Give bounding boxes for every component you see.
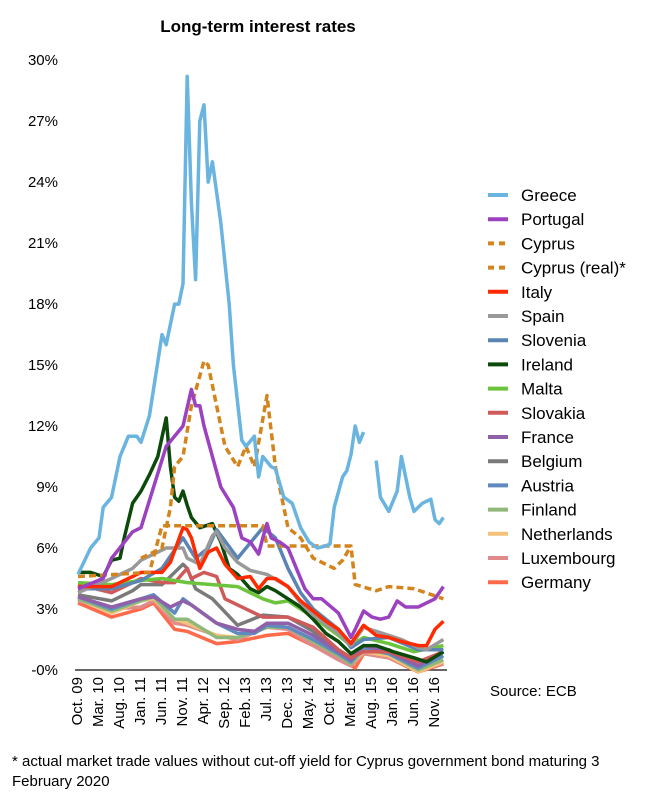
x-tick-label: Jan. 16	[384, 677, 401, 726]
x-tick-label: Aug. 10	[111, 677, 128, 729]
legend-label: Netherlands	[521, 525, 613, 544]
legend-label: Malta	[521, 380, 563, 399]
y-tick-label: 3%	[36, 601, 58, 618]
chart-title: Long-term interest rates	[160, 17, 356, 36]
legend-label: Portugal	[521, 210, 584, 229]
x-tick-label: Jan. 11	[132, 677, 149, 725]
x-tick-label: Oct. 09	[69, 677, 86, 725]
source-label: Source: ECB	[490, 683, 577, 700]
y-tick-label: 15%	[28, 357, 58, 374]
y-tick-label: 18%	[28, 296, 58, 313]
series-line-cyprus	[77, 523, 444, 601]
legend-label: Greece	[521, 186, 577, 205]
x-axis: Oct. 09 Mar. 10 Aug. 10 Jan. 11 Jun. 11 Nov. …	[69, 669, 447, 729]
y-tick-label: 12%	[28, 418, 58, 435]
x-tick-label: Oct. 14	[321, 677, 338, 725]
y-tick-label: -0%	[31, 662, 58, 679]
x-tick-label: Mar. 10	[90, 677, 107, 727]
legend-label: Ireland	[521, 355, 573, 374]
legend-label: Slovakia	[521, 404, 586, 423]
x-tick-label: Aug. 15	[363, 677, 380, 729]
legend-label: Austria	[521, 476, 574, 495]
legend: Greece Portugal Cyprus Cyprus (real)* Italy S…	[488, 186, 626, 592]
legend-label: Italy	[521, 283, 553, 302]
x-tick-label: Sep. 12	[216, 677, 233, 729]
footnote: * actual market trade values without cut…	[12, 753, 600, 790]
x-tick-label: Nov. 16	[426, 677, 443, 728]
series-line-portugal	[77, 387, 445, 640]
series-line-italy	[78, 525, 445, 648]
x-tick-label: Apr. 12	[195, 677, 212, 725]
series-line-greece	[76, 74, 445, 576]
legend-label: Slovenia	[521, 331, 587, 350]
x-tick-label: Feb. 13	[237, 677, 254, 728]
y-tick-label: 30%	[28, 52, 58, 69]
legend-label: Belgium	[521, 452, 582, 471]
legend-label: Spain	[521, 307, 564, 326]
series-lines	[76, 74, 445, 674]
x-tick-label: Jul. 13	[258, 677, 275, 721]
y-tick-label: 24%	[28, 174, 58, 191]
legend-label: Finland	[521, 501, 577, 520]
legend-label: Luxembourg	[521, 549, 616, 568]
x-tick-label: Nov. 11	[174, 677, 191, 726]
x-tick-label: Jun. 11	[153, 677, 170, 725]
y-tick-label: 9%	[36, 479, 58, 496]
y-axis: -0% 3% 6% 9% 12% 15% 18% 21% 24% 27% 30%	[28, 52, 58, 679]
legend-label: Cyprus	[521, 234, 575, 253]
legend-label: France	[521, 428, 574, 447]
y-tick-label: 6%	[36, 540, 58, 557]
y-tick-label: 21%	[28, 235, 58, 252]
legend-label: Cyprus (real)*	[521, 259, 626, 278]
series-line-cyprus-real	[140, 359, 353, 571]
series-line-spain	[77, 530, 445, 652]
series-line-slovakia	[77, 566, 445, 664]
x-tick-label: May. 14	[300, 677, 317, 729]
y-tick-label: 27%	[28, 113, 58, 130]
x-tick-label: Mar. 15	[342, 677, 359, 727]
x-tick-label: Jun. 16	[405, 677, 422, 726]
legend-label: Germany	[521, 573, 591, 592]
x-tick-label: Dec. 13	[279, 677, 296, 729]
